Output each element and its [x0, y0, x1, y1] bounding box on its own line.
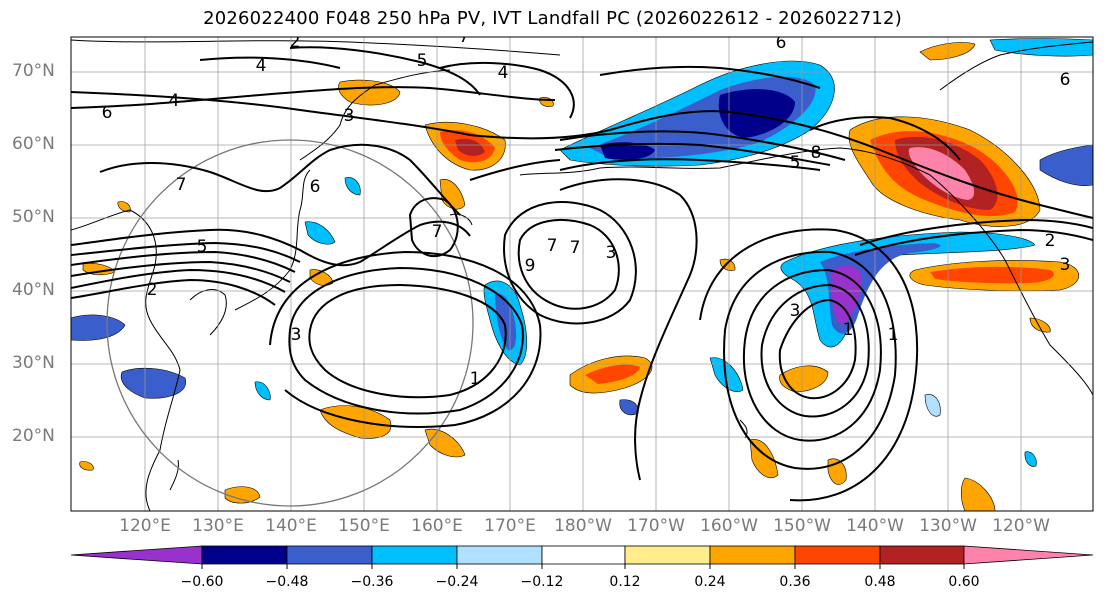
lon-label: 170°W — [627, 516, 685, 536]
negative-anomaly-alaska-core — [718, 89, 795, 138]
contour-label: 6 — [776, 33, 787, 53]
lon-label: 150°W — [773, 516, 831, 536]
contour-label: 6 — [102, 103, 113, 123]
colorbar-extend-high — [963, 545, 1094, 565]
contour-label: 2 — [147, 280, 158, 300]
colorbar-tick-label: −0.60 — [180, 574, 224, 590]
colorbar-segment — [541, 545, 626, 565]
contour-label: 2 — [290, 32, 301, 52]
colorbar-extend-low — [70, 545, 203, 565]
lat-label-20n: 20°N — [12, 426, 55, 446]
contour-label: 7 — [459, 27, 470, 47]
contour-label: 8 — [811, 143, 822, 163]
contour-label: 6 — [310, 177, 321, 197]
colorbar-tick-label: 0.12 — [609, 574, 641, 590]
contour-label: 4 — [169, 91, 180, 111]
colorbar-segment — [794, 545, 881, 565]
colorbar-segment — [201, 545, 288, 565]
lat-label-30n: 30°N — [12, 353, 55, 373]
contour-label: 5 — [417, 51, 428, 71]
colorbar-segment — [709, 545, 796, 565]
lat-label-70n: 70°N — [12, 61, 55, 81]
lat-label-60n: 60°N — [12, 134, 55, 154]
lon-label: 180°W — [554, 516, 612, 536]
contour-label: 5 — [197, 237, 208, 257]
plot-frame — [70, 36, 1094, 512]
colorbar-segment — [456, 545, 543, 565]
contour-label: 4 — [498, 63, 509, 83]
contour-label: 6 — [1060, 70, 1071, 90]
contour-label: 3 — [790, 301, 801, 321]
lat-label-40n: 40°N — [12, 280, 55, 300]
lon-label: 140°E — [265, 516, 317, 536]
colorbar-tick-label: 0.24 — [694, 574, 726, 590]
contour-label: 3 — [606, 243, 617, 263]
ivt-anomaly-shading — [71, 38, 1093, 511]
contour-label: 9 — [525, 256, 536, 276]
contour-label: 2 — [1045, 231, 1056, 251]
colorbar-tick-label: −0.48 — [265, 574, 309, 590]
colorbar-tick-label: 0.48 — [864, 574, 896, 590]
colorbar — [70, 545, 1094, 565]
pv-contours — [71, 46, 1093, 502]
lon-label: 160°E — [411, 516, 463, 536]
colorbar-segment — [624, 545, 711, 565]
pv-contour-labels: 7 4 5 4 6 4 3 7 6 7 5 2 3 1 7 9 7 3 3 1 … — [102, 27, 1071, 389]
colorbar-segment — [879, 545, 965, 565]
lon-label: 140°W — [846, 516, 904, 536]
colorbar-tick-label: 0.60 — [948, 574, 980, 590]
colorbar-tick-label: −0.24 — [435, 574, 479, 590]
colorbar-segment — [286, 545, 373, 565]
contour-label: 3 — [1060, 255, 1071, 275]
domain-circle — [106, 139, 474, 507]
colorbar-ticks — [201, 564, 965, 569]
contour-label: 5 — [790, 153, 801, 173]
lon-label: 120°W — [992, 516, 1050, 536]
contour-label: 4 — [256, 56, 267, 76]
gridlines — [71, 37, 1093, 511]
map-plot-area: 7 4 5 4 6 4 3 7 6 7 5 2 3 1 7 9 7 3 3 1 … — [71, 27, 1093, 511]
colorbar-tick-label: −0.36 — [350, 574, 394, 590]
contour-label: 1 — [843, 320, 854, 340]
colorbar-tick-label: −0.12 — [520, 574, 564, 590]
coastlines — [71, 39, 1093, 511]
lon-label: 150°E — [338, 516, 390, 536]
lon-label: 130°W — [919, 516, 977, 536]
figure-title: 2026022400 F048 250 hPa PV, IVT Landfall… — [203, 8, 902, 29]
colorbar-segment — [371, 545, 458, 565]
contour-label: 7 — [432, 222, 443, 242]
lon-label: 130°E — [192, 516, 244, 536]
contour-label: 1 — [470, 369, 481, 389]
contour-label: 7 — [176, 175, 187, 195]
contour-label: 3 — [344, 106, 355, 126]
lon-label: 160°W — [700, 516, 758, 536]
contour-label: 1 — [888, 325, 899, 345]
contour-label: 7 — [570, 238, 581, 258]
lon-label: 120°E — [119, 516, 171, 536]
contour-label: 7 — [547, 236, 558, 256]
lat-label-50n: 50°N — [12, 207, 55, 227]
lon-label: 170°E — [484, 516, 536, 536]
contour-label: 3 — [291, 325, 302, 345]
colorbar-tick-label: 0.36 — [779, 574, 811, 590]
